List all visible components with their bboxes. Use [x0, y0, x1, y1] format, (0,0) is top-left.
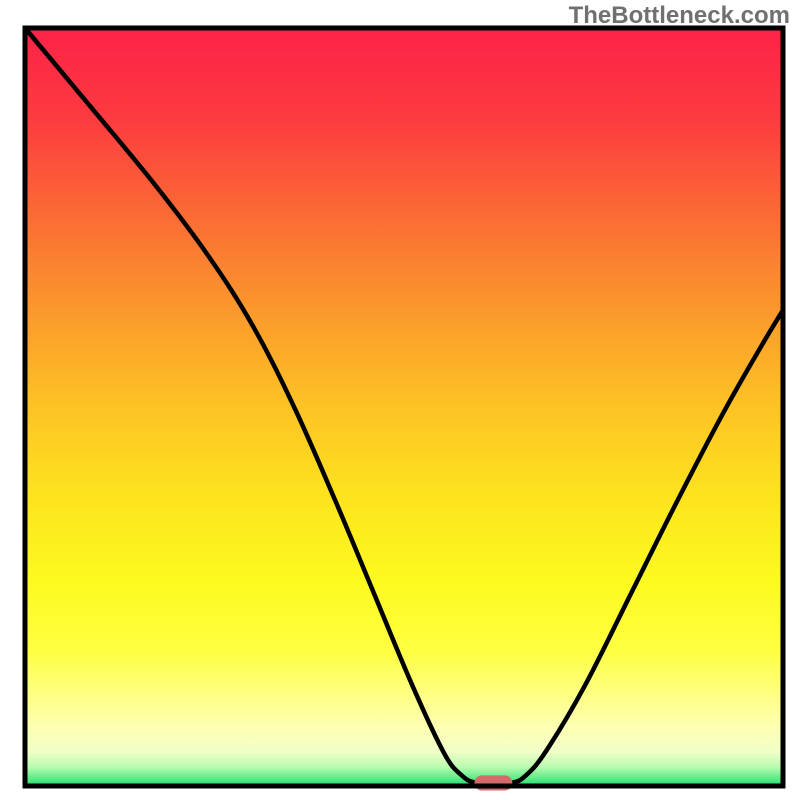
bottleneck-chart [0, 0, 800, 800]
watermark-label: TheBottleneck.com [569, 2, 790, 30]
plot-background [25, 28, 783, 786]
chart-container: TheBottleneck.com [0, 0, 800, 800]
